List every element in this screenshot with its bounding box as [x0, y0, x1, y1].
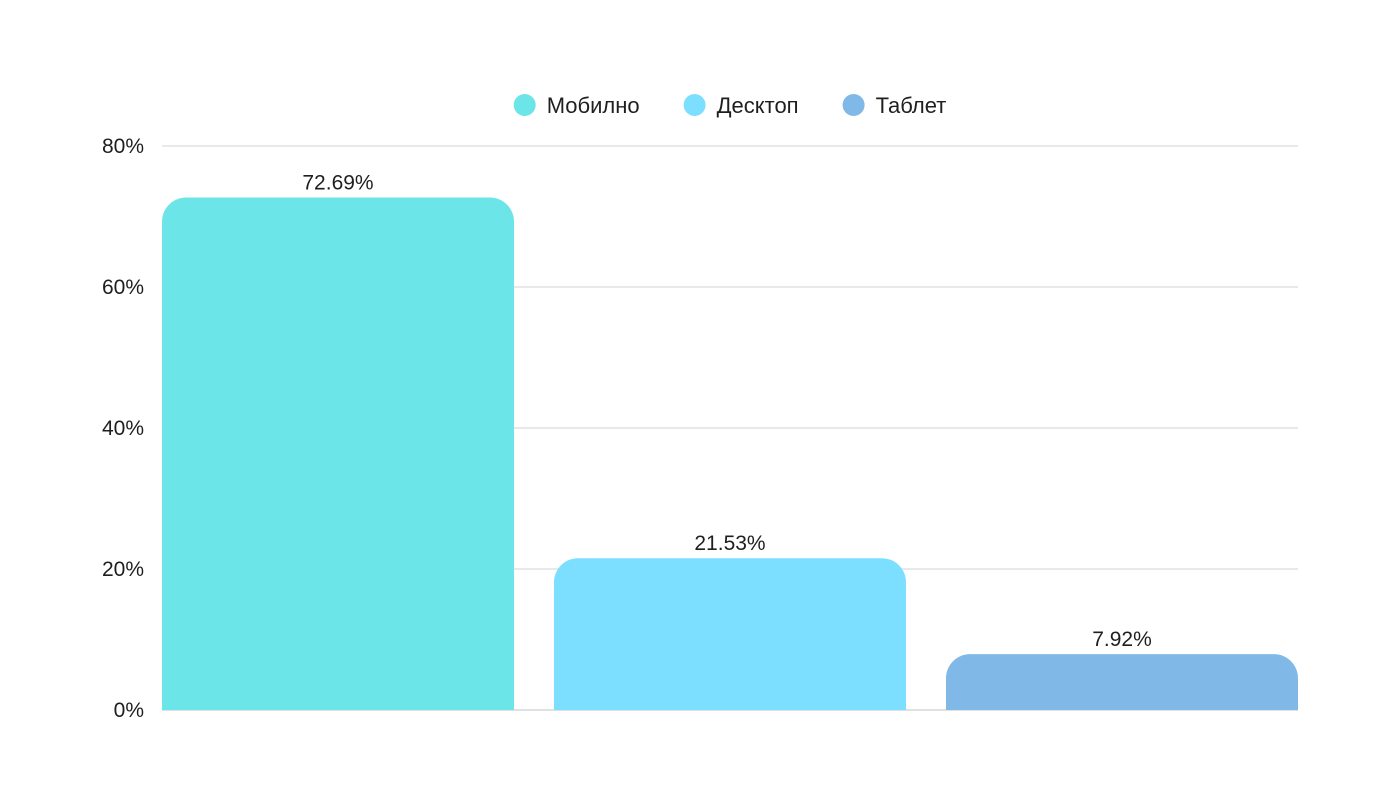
data-label: 21.53% — [694, 532, 765, 555]
y-tick-label: 40% — [102, 417, 144, 440]
legend-item[interactable]: Мобилно — [513, 93, 640, 118]
y-tick-label: 60% — [102, 276, 144, 299]
data-label: 72.69% — [302, 172, 373, 195]
data-label: 7.92% — [1092, 628, 1152, 651]
data-labels: 72.69% 21.53% 7.92% — [302, 172, 1151, 652]
y-axis-ticks: 0% 20% 40% 60% 80% — [102, 135, 144, 722]
legend-swatch — [513, 94, 536, 116]
bar-item-2 — [946, 654, 1298, 710]
bar-item-0 — [162, 197, 514, 710]
legend-item[interactable]: Десктоп — [683, 93, 799, 118]
bars — [162, 197, 1298, 710]
bar-item-1 — [554, 558, 906, 710]
y-tick-label: 0% — [114, 699, 144, 722]
legend-label: Таблет — [876, 93, 947, 118]
legend-item[interactable]: Таблет — [842, 93, 947, 118]
legend-label: Десктоп — [717, 93, 799, 118]
legend: Мобилно Десктоп Таблет — [513, 93, 947, 118]
y-tick-label: 80% — [102, 135, 144, 158]
legend-swatch — [842, 94, 865, 116]
y-tick-label: 20% — [102, 558, 144, 581]
legend-swatch — [683, 94, 706, 116]
legend-label: Мобилно — [547, 93, 640, 118]
